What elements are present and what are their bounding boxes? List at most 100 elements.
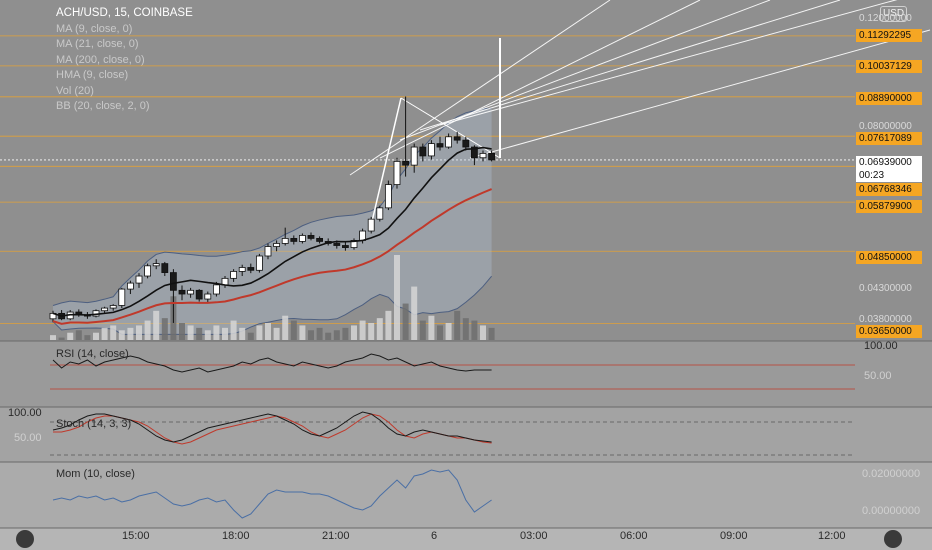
rsi-label[interactable]: RSI (14, close) bbox=[56, 348, 129, 360]
volume-bar bbox=[75, 330, 82, 340]
candle-body bbox=[453, 136, 461, 141]
current-price-label: 0.06939000 bbox=[856, 156, 922, 169]
stoch-label[interactable]: Stoch (14, 3, 3) bbox=[56, 418, 132, 430]
candle-body bbox=[118, 288, 126, 306]
volume-bar bbox=[265, 323, 271, 340]
legend-vol[interactable]: Vol (20) bbox=[56, 84, 94, 97]
volume-bar bbox=[187, 325, 194, 340]
candle-body bbox=[255, 255, 263, 271]
volume-bar bbox=[256, 325, 263, 340]
countdown-label: 00:23 bbox=[856, 169, 922, 182]
pitchfork-line bbox=[369, 97, 402, 231]
volume-bar bbox=[127, 327, 134, 340]
candle-body bbox=[470, 146, 478, 159]
candle-body bbox=[238, 267, 246, 272]
price-tick: 0.08000000 bbox=[859, 121, 912, 132]
time-tick: 06:00 bbox=[620, 530, 648, 542]
volume-bar bbox=[110, 325, 117, 340]
legend-bb[interactable]: BB (20, close, 2, 0) bbox=[56, 100, 150, 112]
candle-body bbox=[230, 271, 238, 279]
pitchfork-line bbox=[419, 0, 841, 131]
volume-bar bbox=[454, 310, 461, 340]
candle-body bbox=[376, 207, 384, 220]
price-level-label: 0.08890000 bbox=[856, 92, 922, 105]
legend-hma[interactable]: HMA (9, close) bbox=[56, 69, 129, 81]
volume-bar bbox=[351, 325, 357, 340]
volume-bar bbox=[437, 325, 443, 340]
pitchfork-line bbox=[469, 29, 931, 159]
volume-bar bbox=[394, 255, 400, 340]
volume-bar bbox=[290, 320, 297, 340]
volume-bar bbox=[153, 310, 160, 340]
pitchfork-line bbox=[439, 0, 898, 126]
time-tick: 6 bbox=[431, 530, 438, 542]
volume-bar bbox=[376, 318, 383, 340]
stoch-k-line bbox=[52, 411, 492, 443]
time-tick: 15:00 bbox=[122, 530, 150, 542]
candle-body bbox=[195, 289, 203, 300]
legend-ma21[interactable]: MA (21, close, 0) bbox=[56, 38, 139, 50]
volume-bar bbox=[402, 303, 409, 340]
time-tick: 21:00 bbox=[322, 530, 350, 542]
candle-body bbox=[445, 136, 453, 148]
volume-bar bbox=[299, 325, 306, 340]
candle-body bbox=[359, 230, 367, 241]
symbol-title[interactable]: ACH/USD, 15, COINBASE bbox=[56, 7, 193, 19]
candle-body bbox=[109, 305, 117, 309]
candle-body bbox=[273, 243, 281, 247]
volume-bar bbox=[161, 318, 168, 340]
time-tick: 09:00 bbox=[720, 530, 748, 542]
volume-bar bbox=[368, 323, 375, 340]
candle-body bbox=[187, 289, 195, 295]
momentum-line bbox=[52, 469, 492, 519]
price-level-label: 0.05879900 bbox=[856, 200, 922, 213]
settings-gear-icon[interactable] bbox=[884, 530, 902, 548]
rsi-top-tick: 100.00 bbox=[864, 340, 898, 352]
volume-bar bbox=[411, 286, 418, 340]
price-level-label: 0.06768346 bbox=[856, 183, 922, 196]
currency-badge[interactable]: USD bbox=[880, 6, 907, 22]
volume-bar bbox=[471, 320, 478, 340]
volume-bar bbox=[144, 320, 151, 340]
candle-body bbox=[169, 272, 177, 291]
mom-label[interactable]: Mom (10, close) bbox=[56, 468, 135, 480]
volume-bar bbox=[282, 315, 289, 340]
volume-bar bbox=[196, 327, 203, 340]
volume-bar bbox=[342, 327, 349, 340]
candle-body bbox=[152, 263, 160, 267]
stoch-top-tick: 100.00 bbox=[8, 407, 42, 419]
volume-bar bbox=[222, 327, 228, 340]
candle-body bbox=[436, 143, 444, 148]
candle-body bbox=[333, 243, 341, 246]
volume-bar bbox=[488, 327, 495, 340]
price-tick: 0.03800000 bbox=[859, 314, 912, 325]
price-tick: 0.04300000 bbox=[859, 283, 912, 294]
scroll-left-icon[interactable] bbox=[16, 530, 34, 548]
candle-body bbox=[410, 146, 418, 166]
pitchfork-line bbox=[349, 0, 611, 176]
candle-body bbox=[127, 282, 134, 290]
price-tick: 0.12000000 bbox=[859, 13, 912, 24]
time-tick: 12:00 bbox=[818, 530, 846, 542]
candle-body bbox=[316, 238, 324, 242]
volume-bar bbox=[230, 320, 237, 340]
candle-body bbox=[204, 293, 212, 300]
volume-bar bbox=[480, 325, 486, 340]
volume-bar bbox=[419, 320, 426, 340]
candle-body bbox=[144, 265, 152, 277]
candle-body bbox=[488, 152, 496, 161]
legend-ma9[interactable]: MA (9, close, 0) bbox=[56, 22, 133, 35]
price-level-label: 0.07617089 bbox=[856, 132, 922, 145]
volume-bar bbox=[385, 310, 392, 340]
legend-ma200[interactable]: MA (200, close, 0) bbox=[56, 53, 145, 66]
bollinger-lower bbox=[52, 275, 492, 335]
volume-bar bbox=[84, 335, 91, 340]
candle-body bbox=[419, 146, 427, 157]
volume-bar bbox=[273, 327, 280, 340]
bollinger-band-fill bbox=[53, 108, 492, 335]
price-level-label: 0.03650000 bbox=[856, 325, 922, 338]
volume-bar bbox=[333, 330, 340, 340]
price-level-label: 0.04850000 bbox=[856, 251, 922, 264]
